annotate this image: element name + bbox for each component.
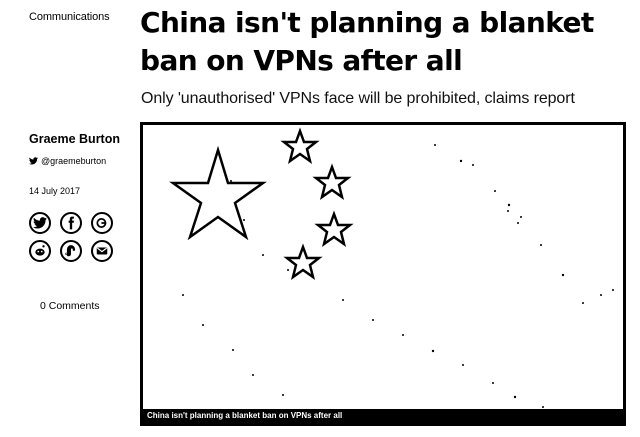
twitter-handle: @graemeburton [41, 156, 107, 166]
email-icon [96, 247, 108, 255]
twitter-bird-icon [29, 157, 38, 165]
small-star-icon [312, 163, 352, 200]
reddit-icon [35, 245, 45, 256]
image-caption: China isn't planning a blanket ban on VP… [143, 409, 623, 423]
publish-date: 14 July 2017 [29, 186, 81, 196]
twitter-icon [33, 217, 47, 229]
small-star-icon [283, 243, 323, 280]
author-twitter[interactable]: @graemeburton [29, 156, 106, 166]
small-star-icon [280, 127, 320, 164]
share-buttons [29, 212, 117, 262]
chinese-flag-image [169, 127, 614, 408]
hero-image: China isn't planning a blanket ban on VP… [140, 122, 626, 426]
article-title: China isn't planning a blanket ban on VP… [140, 6, 594, 77]
stumbleupon-icon [65, 245, 76, 257]
facebook-share-button[interactable] [60, 212, 82, 234]
stumbleupon-share-button[interactable] [60, 240, 82, 262]
article-subtitle: Only 'unauthorised' VPNs face will be pr… [141, 90, 575, 107]
author-name[interactable]: Graeme Burton [29, 132, 120, 146]
twitter-share-button[interactable] [29, 212, 51, 234]
email-share-button[interactable] [91, 240, 113, 262]
google-plus-icon [96, 218, 107, 228]
google-plus-share-button[interactable] [91, 212, 113, 234]
comments-link[interactable]: 0 Comments [40, 300, 100, 312]
small-star-icon [314, 210, 354, 247]
reddit-share-button[interactable] [29, 240, 51, 262]
category-link[interactable]: Communications [29, 11, 110, 23]
facebook-icon [68, 216, 74, 230]
large-star-icon [169, 145, 267, 241]
